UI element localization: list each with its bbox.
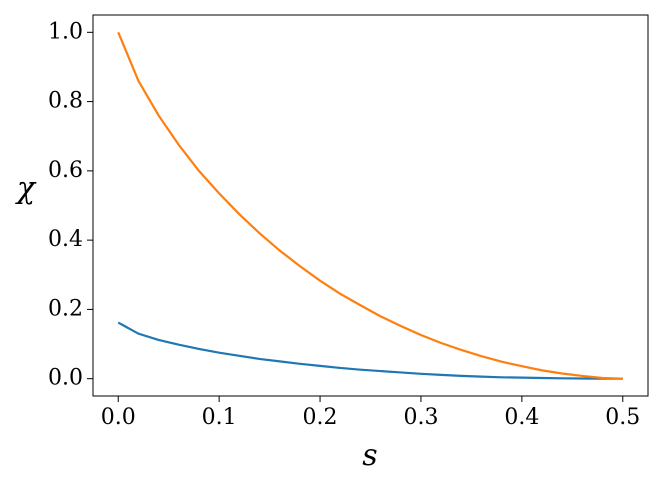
x-tick-label: 0.2 (303, 405, 338, 430)
y-tick-label: 0.2 (48, 296, 83, 321)
y-tick-label: 0.4 (48, 227, 83, 252)
y-tick-label: 0.0 (48, 366, 83, 391)
x-axis-label: s (362, 438, 377, 473)
x-tick-label: 0.5 (605, 405, 640, 430)
y-tick-label: 0.8 (48, 89, 83, 114)
plot-frame (92, 14, 649, 397)
x-tick-label: 0.3 (403, 405, 438, 430)
y-tick-label: 0.6 (48, 158, 83, 183)
y-tick-label: 1.0 (48, 19, 83, 44)
series-line (117, 31, 623, 380)
y-axis-label: χ (15, 171, 37, 206)
series-line (117, 321, 623, 380)
x-tick-label: 0.1 (202, 405, 237, 430)
x-tick-label: 0.0 (101, 405, 136, 430)
x-tick-label: 0.4 (504, 405, 539, 430)
